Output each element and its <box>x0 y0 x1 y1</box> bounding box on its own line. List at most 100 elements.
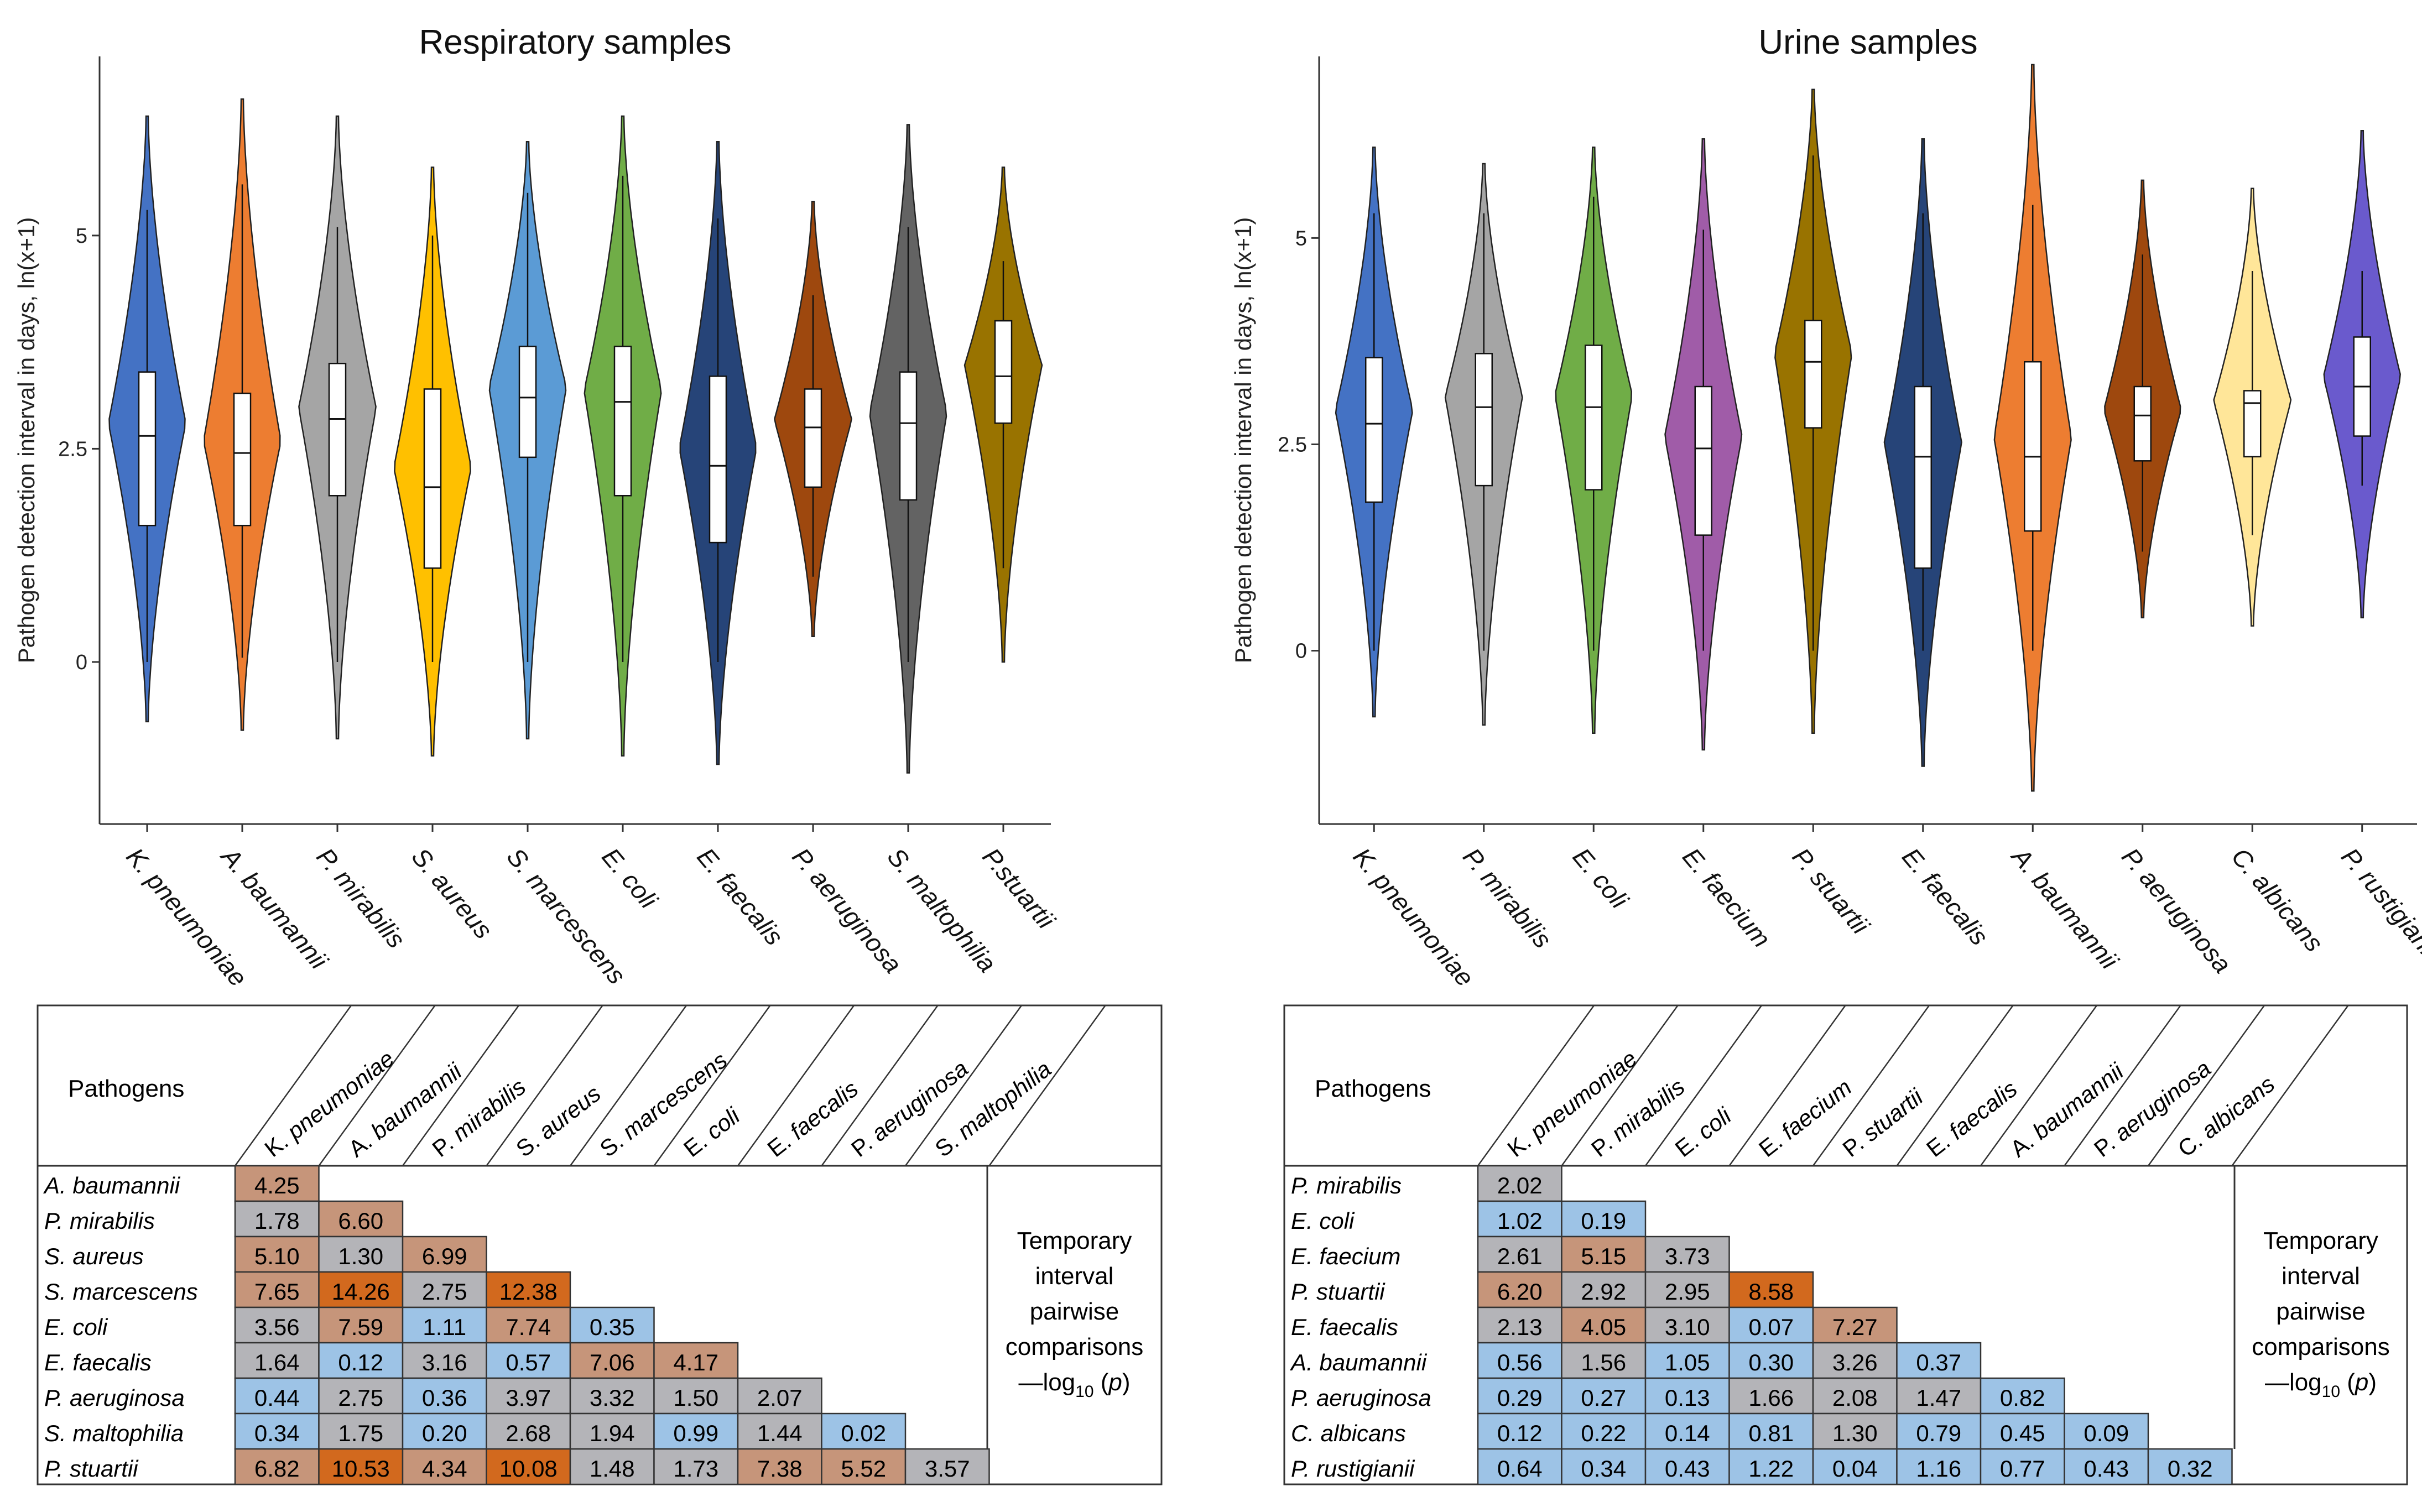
column-divider <box>904 1005 1023 1166</box>
row-label-a-baumannii: A. baumannii <box>43 1172 181 1198</box>
table-cell <box>1477 1412 1562 1450</box>
table-cell-value: 4.05 <box>1581 1314 1626 1340</box>
table-cell-value: 2.61 <box>1497 1243 1543 1269</box>
row-label-p-mirabilis: P. mirabilis <box>44 1208 155 1234</box>
table-cell-value: 1.94 <box>590 1420 635 1446</box>
table-cell <box>1896 1448 1982 1485</box>
table-cell-value: 0.27 <box>1581 1385 1626 1411</box>
table-cell <box>234 1165 320 1202</box>
table-cell-value: 0.13 <box>1665 1385 1710 1411</box>
table-cell-value: 7.27 <box>1832 1314 1878 1340</box>
table-cell-value: 3.57 <box>925 1456 970 1482</box>
table-cell <box>1561 1377 1647 1415</box>
column-divider <box>1728 1005 1846 1166</box>
table-cell <box>2064 1412 2149 1450</box>
table-cell-value: 0.36 <box>422 1385 467 1411</box>
table-cell <box>1812 1342 1898 1379</box>
table-cell <box>1812 1448 1898 1485</box>
table-cell-value: 10.08 <box>499 1456 558 1482</box>
chart-title: Respiratory samples <box>419 23 731 61</box>
table-cell-value: 4.34 <box>422 1456 467 1482</box>
table-cell-value: 2.02 <box>1497 1172 1543 1198</box>
table-cell-value: 1.30 <box>1832 1420 1878 1446</box>
column-label-species: aureus <box>534 1080 606 1144</box>
column-divider <box>486 1005 603 1166</box>
column-divider <box>402 1005 520 1166</box>
column-divider <box>1980 1005 2098 1166</box>
column-divider <box>1812 1005 1930 1166</box>
box-p-aeruginosa <box>2133 385 2152 462</box>
table-cell-value: 0.29 <box>1497 1385 1543 1411</box>
table-cell <box>486 1448 571 1485</box>
row-label-p-aeruginosa: P. aeruginosa <box>1291 1385 1431 1411</box>
note-formula: —log10 (p) <box>1018 1369 1130 1401</box>
table-cell <box>821 1448 907 1485</box>
table-cell-value: 0.79 <box>1916 1420 1961 1446</box>
table-cell-value: 1.16 <box>1916 1456 1961 1482</box>
table-cell-value: 1.11 <box>423 1314 466 1340</box>
table-cell-value: 0.14 <box>1665 1420 1710 1446</box>
table-cell-value: 0.64 <box>1497 1456 1543 1482</box>
note-line: Temporary <box>2263 1227 2378 1254</box>
column-divider <box>1477 1005 1595 1166</box>
column-divider <box>2064 1005 2181 1166</box>
x-tick-label-p-stuartii: P. stuartii <box>1787 842 1876 940</box>
note-formula-suffix: ) <box>2368 1369 2377 1396</box>
table-cell-value: 0.07 <box>1748 1314 1794 1340</box>
table-cell <box>1728 1448 1814 1485</box>
table-cell-value: 0.04 <box>1832 1456 1878 1482</box>
column-divider <box>2231 1005 2349 1166</box>
table-cell <box>486 1412 571 1450</box>
table-cell-value: 3.32 <box>590 1385 635 1411</box>
column-divider <box>1896 1005 2014 1166</box>
table-cell <box>1644 1448 1730 1485</box>
table-cell-value: 1.78 <box>254 1208 300 1234</box>
table-cell <box>653 1412 739 1450</box>
x-tick-label-e-faecium: E. faecium <box>1677 842 1777 953</box>
column-divider <box>318 1005 436 1166</box>
row-label-p-rustigianii: P. rustigianii <box>1291 1456 1415 1482</box>
row-label-e-faecalis: E. faecalis <box>1291 1314 1398 1340</box>
table-cell-value: 0.32 <box>2168 1456 2213 1482</box>
table-cell <box>1728 1412 1814 1450</box>
column-divider <box>737 1005 855 1166</box>
table-cell <box>1812 1306 1898 1344</box>
note-formula-p: p <box>2354 1369 2368 1396</box>
column-divider <box>1561 1005 1679 1166</box>
box-s-maltophilia <box>899 371 918 501</box>
note-formula-suffix: ) <box>1122 1369 1131 1396</box>
table-cell-value: 0.57 <box>506 1349 551 1375</box>
row-label-p-stuartii: P. stuartii <box>44 1456 139 1482</box>
box-e-coli <box>613 346 632 497</box>
table-cell-value: 14.26 <box>332 1279 390 1305</box>
table-cell-value: 0.02 <box>841 1420 886 1446</box>
x-tick-label-p-mirabilis: P. mirabilis <box>311 842 411 953</box>
table-cell <box>1477 1448 1562 1485</box>
table-cell-value: 2.75 <box>422 1279 467 1305</box>
table-cell-value: 8.58 <box>1748 1279 1794 1305</box>
row-label-e-coli: E. coli <box>1291 1208 1355 1234</box>
table-cell-value: 7.38 <box>757 1456 803 1482</box>
column-divider <box>653 1005 771 1166</box>
table-cell-value: 1.05 <box>1665 1349 1710 1375</box>
table-cell <box>1561 1412 1647 1450</box>
table-cell-value: 1.64 <box>254 1349 300 1375</box>
table-cell <box>318 1235 404 1273</box>
table-cell <box>234 1377 320 1415</box>
table-cell-value: 3.73 <box>1665 1243 1710 1269</box>
note-line: interval <box>2282 1263 2360 1290</box>
note-line: pairwise <box>1030 1298 1119 1325</box>
table-cell-value: 0.34 <box>1581 1456 1626 1482</box>
row-label-e-faecium: E. faecium <box>1291 1243 1400 1269</box>
box-s-marcescens <box>518 346 537 458</box>
table-cell-value: 3.56 <box>254 1314 300 1340</box>
table-cell <box>402 1306 487 1344</box>
box-a-baumannii <box>2024 361 2042 532</box>
row-label-s-aureus: S. aureus <box>44 1243 144 1269</box>
y-tick-label: 0 <box>76 651 87 674</box>
column-label-e-faecalis: E. faecalis <box>1921 1076 2022 1162</box>
table-cell <box>1477 1200 1562 1238</box>
box-p-stuartii <box>1804 320 1822 429</box>
column-label-e-faecium: E. faecium <box>1754 1074 1856 1162</box>
